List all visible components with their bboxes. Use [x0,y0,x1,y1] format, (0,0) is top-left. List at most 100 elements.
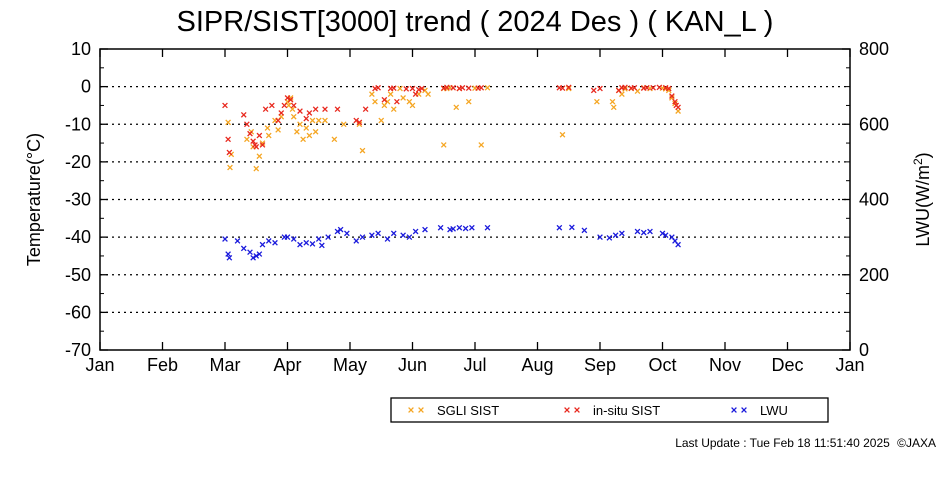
lwu-point [450,225,456,232]
left-tick-label: 0 [81,77,91,97]
in-situ-sist-point [650,84,656,91]
lwu-point [240,245,247,252]
sgli-sist-point [340,121,347,128]
lwu-point [344,230,350,237]
sgli-sist-point [559,131,566,138]
sgli-sist-point [409,102,416,109]
lwu-point [259,241,266,248]
sgli-sist-point [484,84,491,91]
right-tick-label: 0 [859,340,869,360]
lwu-point [247,249,253,256]
sgli-sist-point [264,125,271,131]
lwu-point [469,224,475,231]
in-situ-sist-point [644,84,650,91]
in-situ-sist-point [284,95,291,101]
legend-label-lwu: LWU [760,403,788,418]
sgli-sist-point [387,91,394,98]
in-situ-sist-point [259,142,266,148]
x-tick-label: Jan [85,355,114,375]
in-situ-sist-point [631,84,638,91]
sgli-sist-point [594,98,600,105]
right-axis-label-end: ) [913,152,933,158]
in-situ-sist-point [597,85,603,92]
lwu-point [225,251,231,257]
lwu-point [462,225,469,232]
lwu-point [222,236,228,242]
lwu-point [662,232,669,239]
right-tick-label: 600 [859,114,889,134]
in-situ-sist-point [322,106,328,113]
x-tick-label: Mar [210,355,241,375]
sgli-sist-point [297,121,303,128]
x-tick-label: Dec [771,355,803,375]
x-tick-label: Aug [521,355,553,375]
right-tick-label: 200 [859,265,889,285]
in-situ-sist-point [253,143,260,150]
x-tick-label: Oct [648,355,676,375]
lwu-point [675,241,681,248]
chart-title: SIPR/SIST[3000] trend ( 2024 Des ) ( KAN… [176,6,774,38]
sgli-sist-point [225,119,231,126]
in-situ-sist-point [478,84,485,91]
lwu-point [597,234,603,240]
in-situ-sist-point [290,102,297,109]
sgli-sist-point [331,136,338,143]
left-tick-label: -50 [65,265,91,285]
lwu-point [315,236,322,242]
x-tick-label: Jul [463,355,486,375]
legend-label-sgli-sist: SGLI SIST [437,403,499,418]
right-axis-label-sup: 2 [911,158,925,165]
lwu-point [581,227,588,234]
left-tick-label: -30 [65,190,91,210]
sgli-sist-point [259,140,266,146]
sgli-sist-point [256,153,263,160]
in-situ-sist-point [622,84,628,91]
in-situ-sist-point [656,84,663,91]
data-points [222,84,681,261]
legend-marker-in-situ-sist [564,407,570,413]
legend-marker-lwu [741,407,747,413]
lwu-point [612,232,619,239]
axis-ticks [99,48,851,351]
in-situ-sist-point [665,85,672,92]
lwu-point [234,238,241,244]
copyright-text: ©JAXA [897,436,936,450]
in-situ-sist-point [409,85,416,92]
legend-marker-sgli-sist [418,407,424,413]
in-situ-sist-point [362,106,369,113]
in-situ-sist-point [415,86,422,93]
in-situ-sist-point [262,106,269,113]
in-situ-sist-point [240,111,247,118]
lwu-point [226,254,233,261]
lwu-point [384,236,391,242]
lwu-point [325,234,331,240]
sgli-sist-point [290,113,297,120]
in-situ-sist-point [278,110,285,116]
sgli-sist-point [300,136,306,143]
sgli-sist-point [312,128,319,135]
axis-tick-labels: 100-10-20-30-40-50-60-708006004002000Jan… [65,39,889,375]
right-axis-title: LWU(W/m2) [911,152,933,246]
in-situ-sist-point [356,119,363,126]
x-tick-label: May [333,355,367,375]
in-situ-sist-point [334,106,341,113]
sgli-sist-point [425,91,431,98]
lwu-point [556,224,563,231]
sgli-sist-point [465,98,472,105]
sgli-sist-point [610,104,617,111]
right-tick-label: 400 [859,190,889,210]
in-situ-sist-point [394,98,400,105]
lwu-point [256,251,263,257]
lwu-point [309,241,316,247]
in-situ-sist-point [459,84,466,91]
in-situ-sist-point [287,96,294,103]
sgli-sist-point [309,117,316,124]
right-tick-label: 800 [859,39,889,59]
in-situ-sist-point [390,85,397,91]
sgli-sist-point [253,165,260,172]
lwu-point [640,229,647,236]
lwu-point [647,228,653,235]
in-situ-sist-point [559,85,566,91]
lwu-point [634,228,641,235]
